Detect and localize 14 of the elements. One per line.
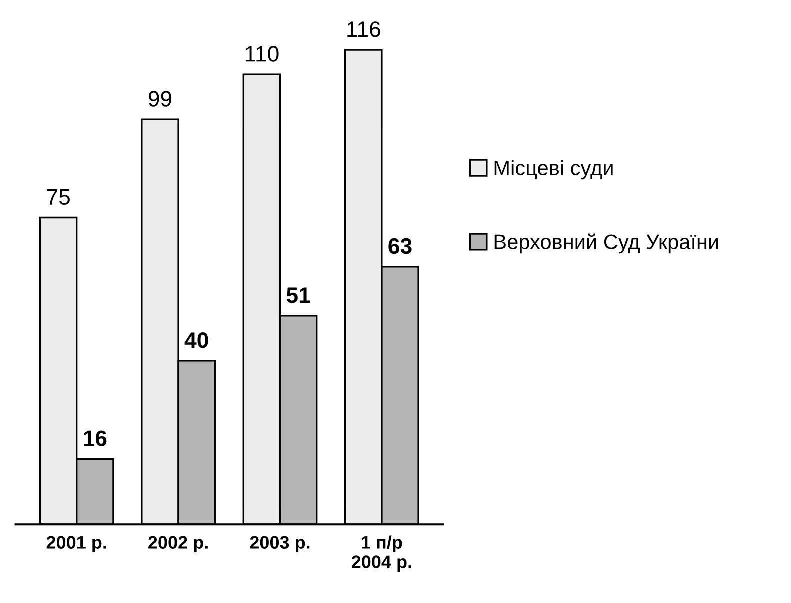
data-label: 110 [246, 46, 279, 62]
data-label: 51 [286, 288, 310, 304]
data-label: 40 [184, 332, 208, 348]
legend-label: Місцеві суди [494, 160, 613, 180]
x-tick-label: 1 п/р 2004 р. [352, 536, 412, 572]
data-label: 99 [148, 91, 172, 107]
data-label: 16 [84, 430, 107, 446]
legend-label: Верховний Суд України [494, 234, 718, 254]
x-tick-label: 2003 р. [250, 536, 310, 553]
x-tick-label: 2001 р. [46, 536, 106, 553]
data-label: 63 [388, 238, 412, 254]
data-label: 116 [348, 22, 380, 38]
data-label: 75 [47, 190, 70, 206]
x-tick-label: 2002 р. [148, 536, 208, 553]
